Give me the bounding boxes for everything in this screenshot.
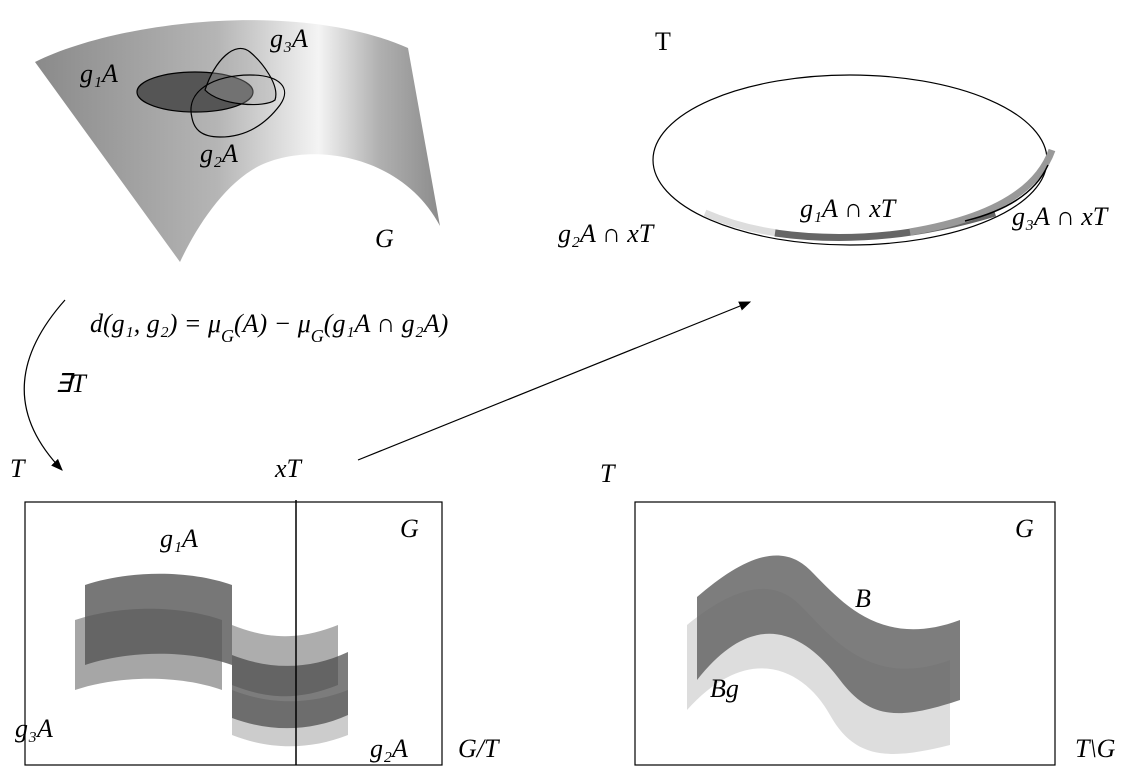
formula-part: G: [221, 326, 234, 346]
arc-g2a: [703, 209, 779, 237]
surface: [35, 20, 440, 262]
formula: d(g₁, g₂) = μG(A) − μG(g₁A ∩ g₂A): [90, 309, 448, 346]
label: g₁A: [160, 524, 198, 553]
arc-g3a: [909, 148, 1056, 236]
label: xT: [274, 454, 303, 483]
formula-part: d(g₁, g₂) = μ: [90, 309, 221, 338]
label: g₃A ∩ xT: [1012, 202, 1109, 231]
band-g1a: [85, 573, 232, 665]
band-g2a: [232, 652, 348, 729]
formula-part: (A) − μ: [234, 309, 311, 338]
curved-arrow: [23, 299, 66, 471]
straight-arrow: [357, 301, 752, 461]
label: g₂A: [370, 734, 408, 763]
label: ∃T: [55, 369, 87, 398]
left-box: [24, 501, 443, 766]
set-g1a: [136, 71, 254, 113]
label: T: [655, 27, 671, 56]
label: g₁A: [80, 59, 118, 88]
label: G/T: [458, 734, 500, 763]
label: T\G: [1075, 734, 1116, 763]
label: B: [855, 584, 871, 613]
label: g₂A ∩ xT: [558, 219, 655, 248]
formula-part: (g₁A ∩ g₂A): [324, 309, 448, 338]
set-g3a: [204, 47, 277, 106]
band-b: [697, 555, 960, 714]
label: g₃A: [270, 24, 308, 53]
label: T: [600, 459, 616, 488]
label: g₁A ∩ xT: [800, 194, 897, 223]
right-box: [634, 501, 1056, 766]
label: Bg: [710, 674, 739, 703]
label: G: [400, 514, 419, 543]
label: g₂A: [200, 139, 238, 168]
label: G: [375, 224, 394, 253]
formula-part: G: [311, 326, 324, 346]
label: T: [10, 454, 26, 483]
set-g2a: [190, 74, 286, 138]
label: G: [1015, 514, 1034, 543]
label: g₃A: [15, 714, 53, 743]
arc-overlap: [964, 164, 1049, 222]
